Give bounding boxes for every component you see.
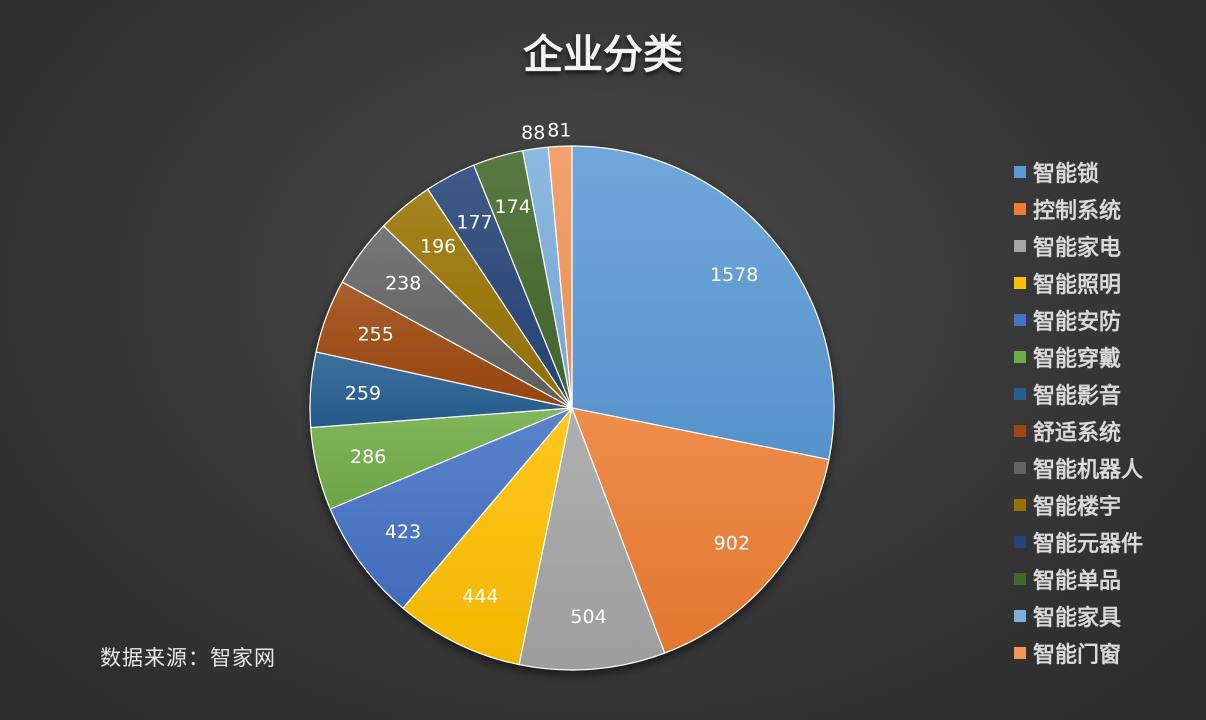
legend-item: 智能元器件 [1014,523,1143,560]
legend-swatch [1014,646,1026,659]
legend-label: 智能楼宇 [1033,494,1122,520]
legend-label: 智能家电 [1033,235,1122,261]
legend-swatch [1014,202,1026,215]
legend-swatch [1014,313,1026,326]
legend-label: 智能锁 [1033,161,1100,187]
legend-label: 智能单品 [1033,568,1122,594]
legend-item: 智能照明 [1014,264,1143,301]
legend-swatch [1014,387,1026,400]
legend-swatch [1014,498,1026,511]
legend-item: 智能机器人 [1014,449,1143,486]
data-label-9: 238 [385,273,421,295]
pie-slice-4 [402,407,573,666]
pie-slice-2 [571,407,830,654]
legend-swatch [1014,609,1026,622]
legend-label: 智能机器人 [1033,457,1144,483]
legend-label: 智能影音 [1033,383,1122,409]
legend-swatch [1014,350,1026,363]
legend-label: 智能家具 [1033,605,1122,631]
legend-label: 智能安防 [1033,309,1122,335]
legend-item: 智能锁 [1014,153,1143,190]
data-label-12: 174 [495,196,531,218]
legend-item: 智能单品 [1014,560,1143,597]
data-label-11: 177 [456,211,492,233]
data-label-14: 81 [547,120,571,142]
data-label-4: 444 [462,586,498,608]
legend-label: 智能照明 [1033,272,1122,298]
legend-label: 智能元器件 [1033,531,1144,557]
data-label-5: 423 [385,521,421,543]
legend-swatch [1014,461,1026,474]
legend-swatch [1014,535,1026,548]
legend-label: 控制系统 [1033,198,1122,224]
pie-slice-5 [329,407,573,610]
pie-slice-1 [571,145,835,461]
legend-item: 智能家电 [1014,227,1143,264]
data-label-2: 902 [714,533,750,555]
legend-label: 智能门窗 [1033,642,1122,668]
legend-item: 智能楼宇 [1014,486,1143,523]
legend-item: 智能穿戴 [1014,338,1143,375]
legend-swatch [1014,276,1026,289]
pie-slice-14 [547,145,573,409]
legend-swatch [1014,165,1026,178]
data-label-8: 255 [358,323,394,345]
pie-slice-3 [518,405,666,671]
data-label-10: 196 [420,236,456,258]
chart-title: 企业分类 [523,32,683,78]
data-source-note: 数据来源：智家网 [100,646,276,670]
data-label-3: 504 [570,606,606,628]
data-label-1: 1578 [710,264,758,286]
legend-swatch [1014,572,1026,585]
legend-label: 舒适系统 [1033,420,1122,446]
legend-item: 智能门窗 [1014,634,1143,671]
legend-label: 智能穿戴 [1033,346,1122,372]
legend-item: 智能安防 [1014,301,1143,338]
legend-item: 智能家具 [1014,597,1143,634]
data-label-6: 286 [350,446,386,468]
legend-item: 智能影音 [1014,375,1143,412]
legend-item: 舒适系统 [1014,412,1143,449]
legend-swatch [1014,239,1026,252]
data-label-7: 259 [345,382,381,404]
legend-item: 控制系统 [1014,190,1143,227]
chart-legend: 智能锁控制系统智能家电智能照明智能安防智能穿戴智能影音舒适系统智能机器人智能楼宇… [1014,153,1143,671]
data-label-13: 88 [521,122,545,144]
legend-swatch [1014,424,1026,437]
